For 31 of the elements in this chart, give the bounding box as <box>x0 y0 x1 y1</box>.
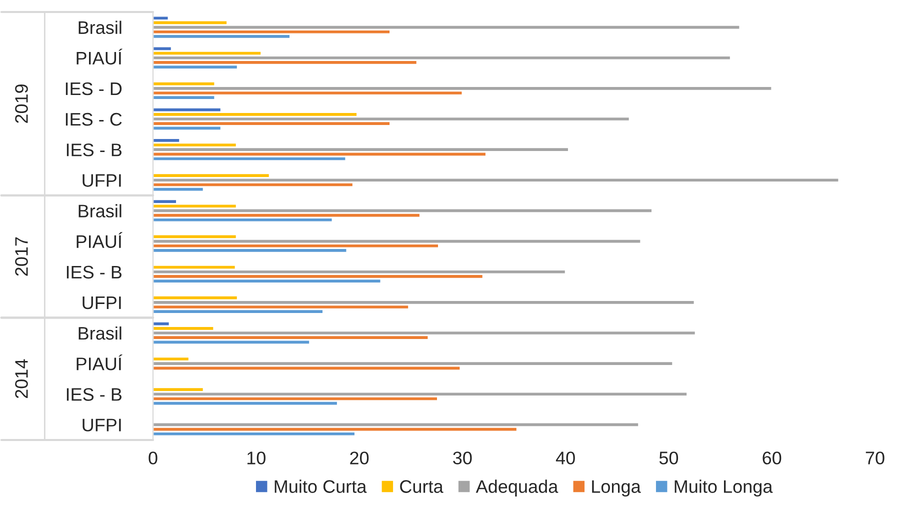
x-tick-label: 40 <box>556 452 575 464</box>
text: 2017 <box>15 237 28 276</box>
x-tick-label: 60 <box>762 452 782 464</box>
x-tick-label: 10 <box>247 452 266 464</box>
y-tick-label: IES - B <box>66 388 122 401</box>
y-tick-label: UFPI <box>82 296 121 310</box>
y-tick-label: PIAUÍ <box>76 232 122 248</box>
x-tick-label: 50 <box>659 452 678 464</box>
y-tick-label: IES - C <box>66 112 122 126</box>
legend-label: Muito Curta <box>274 480 367 493</box>
y-tick-label: UFPI <box>82 418 121 432</box>
y-tick-label: IES - D <box>66 82 122 96</box>
y-tick-label: UFPI <box>82 174 121 187</box>
y-tick-label: Brasil <box>78 204 122 218</box>
text: 2014 <box>15 359 28 398</box>
text: 2019 <box>15 84 28 123</box>
y-tick-label: Brasil <box>78 326 122 340</box>
y-tick-label: IES - B <box>66 266 122 279</box>
y-tick-label: PIAUÍ <box>76 354 122 370</box>
legend-label: Curta <box>400 480 444 493</box>
x-tick-label: 0 <box>148 452 158 464</box>
legend-label: Longa <box>592 480 641 497</box>
x-tick-label: 70 <box>866 452 884 464</box>
y-tick-label: IES - B <box>66 144 122 156</box>
bar <box>153 24 741 30</box>
legend-label: Muito Longa <box>674 480 773 497</box>
x-tick-label: 30 <box>453 452 472 464</box>
y-tick-label: PIAUÍ <box>76 48 122 65</box>
legend-label: Adequada <box>476 480 558 497</box>
y-tick-label: Brasil <box>78 20 122 34</box>
x-tick-label: 20 <box>350 452 369 464</box>
